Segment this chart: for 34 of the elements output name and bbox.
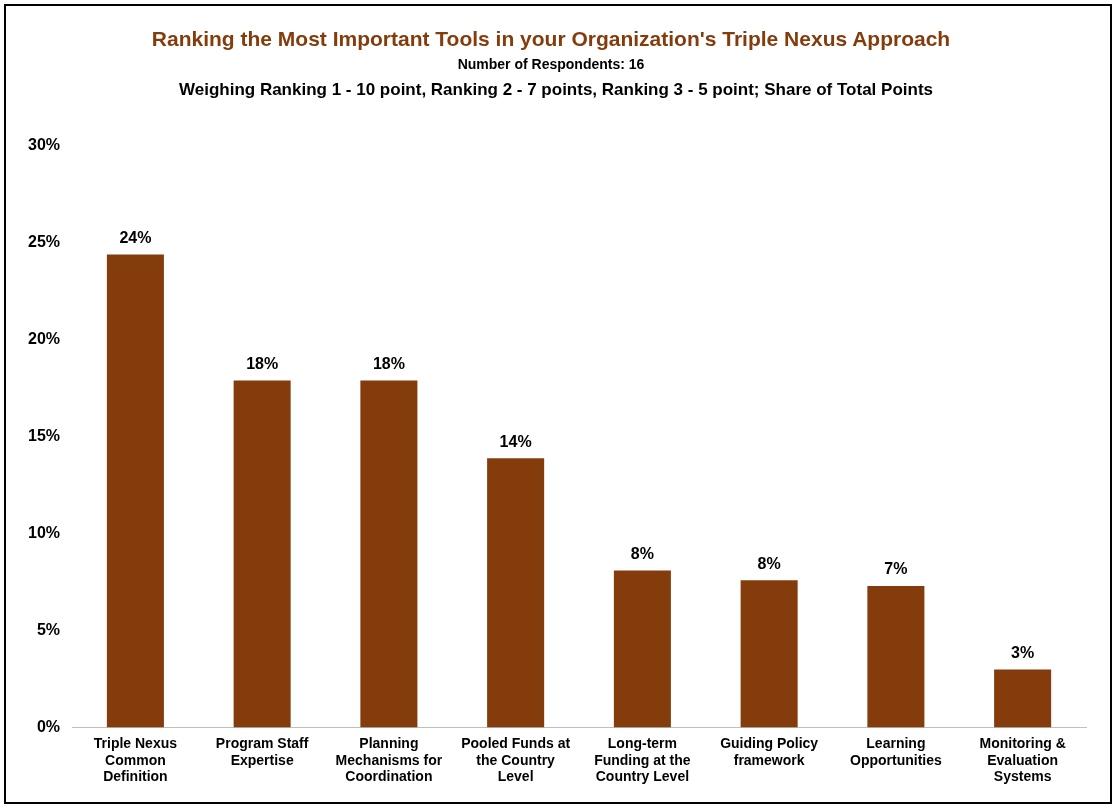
y-tick-label: 15% [27,427,61,445]
data-label: 3% [1011,643,1035,661]
x-tick-label: Guiding Policy framework [720,734,819,768]
bar [740,580,798,728]
chart-title: Ranking the Most Important Tools in your Organization's Triple Nexus Approach [151,27,951,51]
x-tick-label: Pooled Funds at the Country Level [461,734,571,785]
text: Weighing Ranking 1 - 10 point, Ranking 2 - 7 points, Ranking 3 - 5 point; Share of Total Points [178,80,934,100]
bar [613,570,671,728]
x-tick-label: Long-term Funding at the Country Level [594,734,691,785]
data-label: 18% [246,354,279,372]
data-label: 24% [119,228,152,246]
chart-subtitle: Number of Respondents: 16 [457,56,645,73]
bar [233,380,291,728]
y-tick-label: 5% [36,621,61,639]
bar [106,254,164,728]
bar [867,586,925,728]
x-tick-label: Monitoring & Evaluation Systems [979,734,1066,785]
bar [360,380,418,728]
x-tick-label: Planning Mechanisms for Coordination [335,734,443,785]
x-tick-label: Triple Nexus Common Definition [93,734,178,785]
y-tick-label: 20% [27,330,61,348]
data-label: 8% [757,554,781,572]
data-label: 18% [372,354,405,372]
bar [487,458,545,728]
data-label: 7% [884,560,908,578]
y-tick-label: 25% [27,233,61,251]
x-tick-label: Program Staff Expertise [215,734,309,768]
y-tick-label: 0% [36,718,61,736]
y-tick-label: 30% [27,136,61,154]
data-label: 8% [630,544,654,562]
bar [994,669,1052,728]
y-tick-label: 10% [27,524,61,542]
data-label: 14% [499,432,532,450]
x-tick-label: Learning Opportunities [849,734,942,768]
